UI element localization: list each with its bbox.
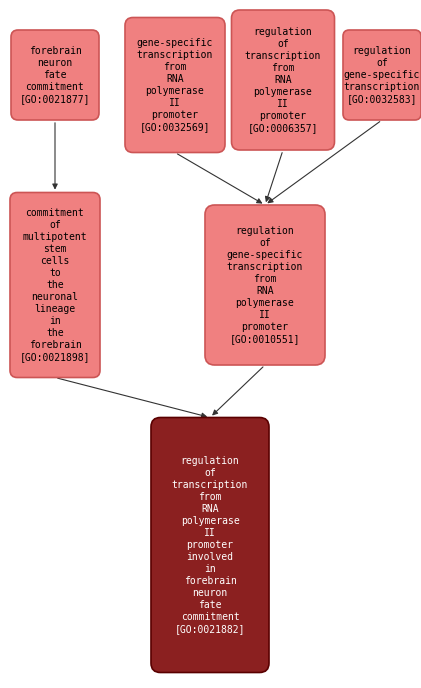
Text: commitment
of
multipotent
stem
cells
to
the
neuronal
lineage
in
the
forebrain
[G: commitment of multipotent stem cells to … — [20, 208, 90, 362]
FancyBboxPatch shape — [125, 17, 225, 153]
FancyBboxPatch shape — [343, 30, 421, 120]
Text: forebrain
neuron
fate
commitment
[GO:0021877]: forebrain neuron fate commitment [GO:002… — [20, 46, 90, 104]
Text: regulation
of
gene-specific
transcription
[GO:0032583]: regulation of gene-specific transcriptio… — [344, 46, 420, 104]
FancyBboxPatch shape — [205, 205, 325, 365]
FancyBboxPatch shape — [11, 30, 99, 120]
Text: regulation
of
transcription
from
RNA
polymerase
II
promoter
[GO:0006357]: regulation of transcription from RNA pol… — [245, 27, 321, 133]
Text: regulation
of
gene-specific
transcription
from
RNA
polymerase
II
promoter
[GO:00: regulation of gene-specific transcriptio… — [227, 226, 303, 344]
FancyBboxPatch shape — [232, 10, 335, 150]
Text: regulation
of
transcription
from
RNA
polymerase
II
promoter
involved
in
forebrai: regulation of transcription from RNA pol… — [172, 456, 248, 634]
Text: gene-specific
transcription
from
RNA
polymerase
II
promoter
[GO:0032569]: gene-specific transcription from RNA pol… — [137, 38, 213, 132]
FancyBboxPatch shape — [10, 193, 100, 378]
FancyBboxPatch shape — [151, 418, 269, 672]
